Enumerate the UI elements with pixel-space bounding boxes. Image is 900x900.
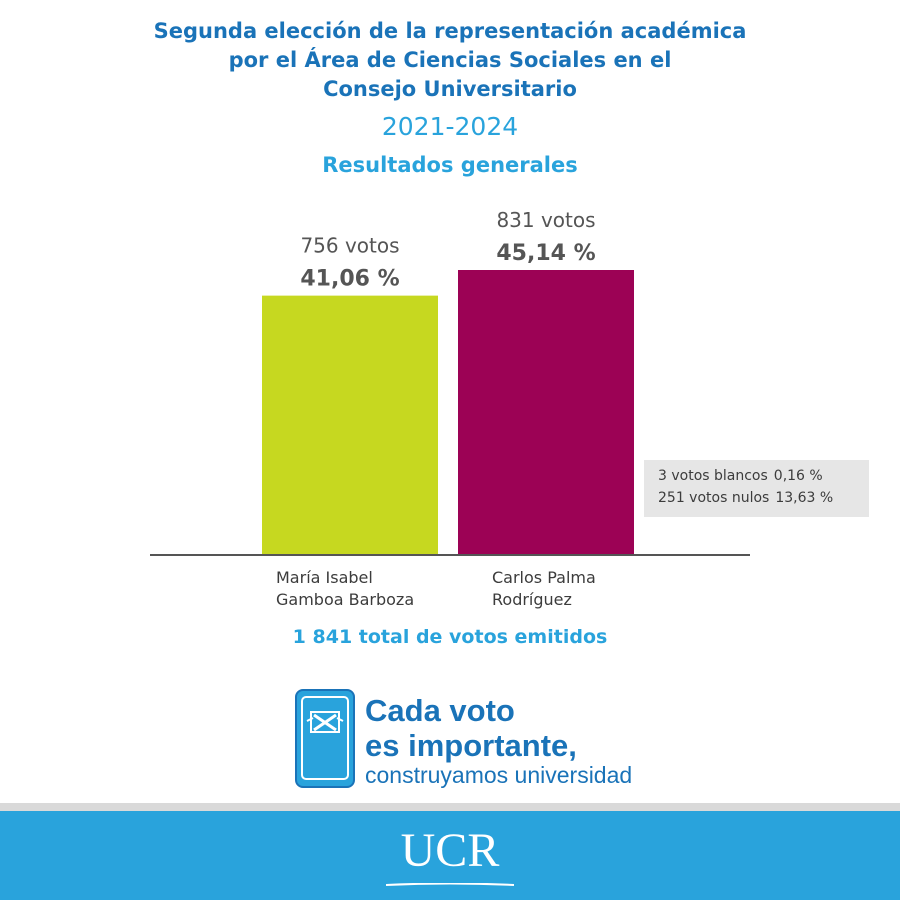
votes-label-1: 756 votos — [300, 234, 399, 258]
candidate-2-line-1: Carlos Palma — [492, 568, 596, 587]
null-votes-percent: 13,63 % — [775, 490, 834, 506]
candidate-label-2: Carlos Palma Rodríguez — [492, 567, 596, 611]
blank-votes-line: 3 votos blancos 0,16 % — [658, 468, 823, 484]
chart-subtitle: Resultados generales — [322, 153, 578, 177]
chart-title-line-2: por el Área de Ciencias Sociales en el — [228, 48, 672, 72]
votes-label-2: 831 votos — [496, 208, 595, 232]
slogan-line-1: Cada voto — [365, 693, 515, 728]
ballot-box-icon — [295, 689, 355, 788]
chart-title-line-3: Consejo Universitario — [323, 77, 577, 101]
slogan-line-2: es importante, — [365, 728, 577, 763]
slogan-line-3: construyamos universidad — [365, 762, 633, 788]
candidate-2-line-2: Rodríguez — [492, 590, 572, 609]
bar-candidate-2 — [458, 270, 634, 554]
chart-title-line-1: Segunda elección de la representación ac… — [153, 19, 747, 43]
footer-bar: UCR — [0, 811, 900, 900]
percent-label-2: 45,14 % — [496, 241, 595, 266]
election-period: 2021-2024 — [381, 112, 519, 141]
blank-votes-label: 3 votos blancos — [658, 468, 768, 484]
bar-chart: 756 votos 41,06 % 831 votos 45,14 % — [150, 208, 750, 556]
percent-label-1: 41,06 % — [300, 267, 399, 292]
candidate-1-line-1: María Isabel — [276, 568, 373, 587]
ucr-logo: UCR — [400, 824, 500, 877]
footer-divider — [0, 803, 900, 811]
total-votes: 1 841 total de votos emitidos — [292, 626, 608, 648]
blank-votes-percent: 0,16 % — [773, 468, 823, 484]
candidate-1-line-2: Gamboa Barboza — [276, 590, 415, 609]
extra-votes-box: 3 votos blancos 0,16 % 251 votos nulos 13,… — [644, 460, 869, 517]
bar-candidate-1 — [262, 295, 438, 554]
candidate-label-1: María Isabel Gamboa Barboza — [276, 567, 414, 611]
logo-underline — [386, 883, 514, 886]
null-votes-label: 251 votos nulos — [658, 490, 770, 506]
null-votes-line: 251 votos nulos 13,63 % — [658, 490, 833, 506]
